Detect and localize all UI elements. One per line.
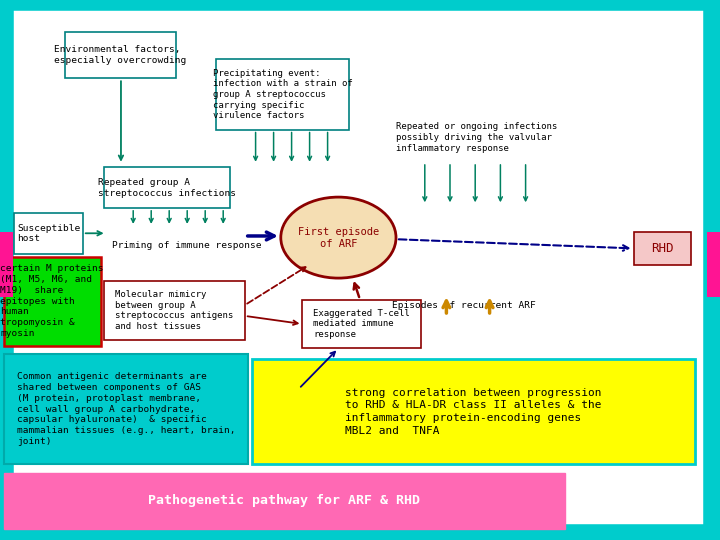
FancyBboxPatch shape	[634, 232, 691, 265]
FancyBboxPatch shape	[65, 32, 176, 78]
Text: Molecular mimicry
between group A
streptococcus antigens
and host tissues: Molecular mimicry between group A strept…	[115, 290, 234, 331]
FancyBboxPatch shape	[216, 59, 349, 130]
FancyBboxPatch shape	[14, 213, 83, 254]
FancyBboxPatch shape	[11, 8, 706, 526]
Text: certain M proteins
(M1, M5, M6, and
M19)  share
epitopes with
human
tropomyosin : certain M proteins (M1, M5, M6, and M19)…	[1, 264, 104, 338]
Text: First episode
of ARF: First episode of ARF	[298, 227, 379, 248]
FancyBboxPatch shape	[104, 281, 245, 340]
Text: strong correlation between progression
to RHD & HLA-DR class II alleles & the
in: strong correlation between progression t…	[345, 388, 602, 436]
FancyBboxPatch shape	[4, 354, 248, 464]
FancyBboxPatch shape	[4, 472, 565, 529]
Text: Environmental factors,
especially overcrowding: Environmental factors, especially overcr…	[55, 45, 186, 65]
Text: Susceptible
host: Susceptible host	[17, 224, 80, 244]
Text: Common antigenic determinants are
shared between components of GAS
(M protein, p: Common antigenic determinants are shared…	[17, 372, 235, 446]
FancyBboxPatch shape	[104, 167, 230, 208]
FancyBboxPatch shape	[707, 232, 720, 297]
Text: Priming of immune response: Priming of immune response	[112, 241, 261, 250]
FancyBboxPatch shape	[256, 389, 342, 435]
FancyBboxPatch shape	[4, 256, 101, 346]
FancyBboxPatch shape	[0, 232, 13, 297]
Text: Pathogenetic pathway for ARF & RHD: Pathogenetic pathway for ARF & RHD	[148, 494, 420, 508]
FancyBboxPatch shape	[252, 359, 695, 464]
Text: Repeated group A
streptococcus infections: Repeated group A streptococcus infection…	[99, 178, 236, 198]
Text: Exaggerated T-cell
mediated immune
response: Exaggerated T-cell mediated immune respo…	[313, 309, 410, 339]
FancyBboxPatch shape	[302, 300, 421, 348]
Text: RHD: RHD	[651, 242, 674, 255]
Ellipse shape	[281, 197, 396, 278]
Text: Precipitating event:
infection with a strain of
group A streptococcus
carrying s: Precipitating event: infection with a st…	[212, 69, 353, 120]
Text: Repeated or ongoing infections
possibly driving the valvular
inflammatory respon: Repeated or ongoing infections possibly …	[397, 123, 557, 153]
Text: Episodes of recurrent ARF: Episodes of recurrent ARF	[392, 301, 536, 309]
Text: Genetically-
determined
host factors: Genetically- determined host factors	[266, 396, 331, 427]
FancyBboxPatch shape	[400, 113, 554, 162]
